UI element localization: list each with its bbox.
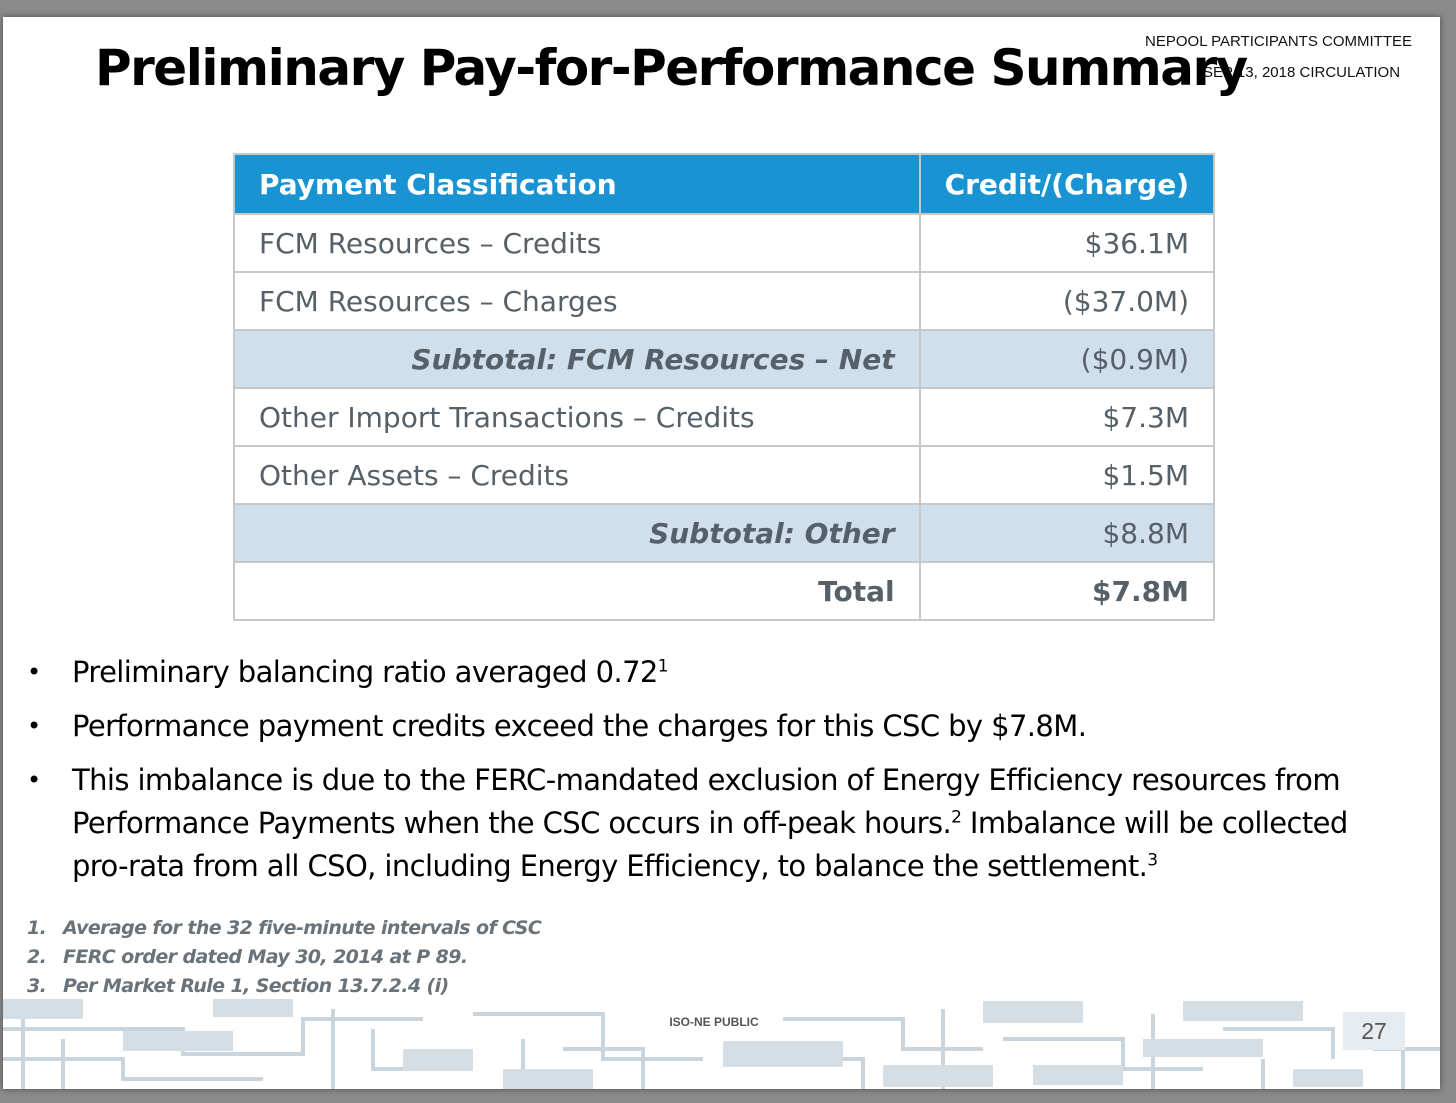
row-value: $1.5M (918, 445, 1216, 505)
row-label: Subtotal: FCM Resources – Net (233, 329, 921, 389)
table-row: Other Import Transactions – Credits $7.3… (233, 387, 1216, 447)
footnotes: 1. Average for the 32 five-minute interva… (27, 914, 542, 1001)
footnote-text: Average for the 32 five-minute intervals… (63, 917, 542, 939)
footnote-number: 1. (27, 917, 47, 939)
bullet-text: Preliminary balancing ratio averaged 0.7… (72, 655, 658, 689)
footnote-number: 2. (27, 946, 47, 968)
total-row: Total $7.8M (233, 561, 1216, 621)
slide-title: Preliminary Pay-for-Performance Summary (95, 39, 1248, 97)
row-value: $8.8M (918, 503, 1216, 563)
row-value: $7.3M (918, 387, 1216, 447)
bullet-list: • Preliminary balancing ratio averaged 0… (25, 651, 1405, 899)
table-row: FCM Resources – Charges ($37.0M) (233, 271, 1216, 331)
row-value: ($37.0M) (918, 271, 1216, 331)
header-circulation-line: SEP 13, 2018 CIRCULATION (1203, 64, 1401, 81)
page-number: 27 (1343, 1012, 1405, 1050)
footnote-ref: 1 (657, 656, 669, 677)
row-value: $36.1M (918, 213, 1216, 273)
row-label: Total (233, 561, 921, 621)
footnote-item: 2. FERC order dated May 30, 2014 at P 89. (27, 943, 541, 972)
row-label: Other Assets – Credits (233, 445, 921, 505)
table-row: FCM Resources – Credits $36.1M (233, 213, 1216, 273)
table-header-row: Payment Classification Credit/(Charge) (233, 153, 1216, 215)
header-org-line: NEPOOL PARTICIPANTS COMMITTEE (1145, 33, 1412, 50)
row-label: Other Import Transactions – Credits (233, 387, 921, 447)
footnote-item: 1. Average for the 32 five-minute interva… (27, 914, 542, 943)
row-value: ($0.9M) (918, 329, 1216, 389)
footnote-text: Per Market Rule 1, Section 13.7.2.4 (i) (63, 975, 449, 997)
bullet-text: Imbalance will be collected pro-rata fro… (72, 806, 1348, 883)
row-label: Subtotal: Other (233, 503, 921, 563)
bullet-icon: • (27, 658, 41, 686)
footnote-text: FERC order dated May 30, 2014 at P 89. (63, 946, 468, 968)
footnote-ref: 2 (951, 807, 962, 828)
circuit-footer-graphic (3, 999, 1440, 1089)
bullet-icon: • (27, 766, 41, 794)
bullet-item: • Preliminary balancing ratio averaged 0… (25, 651, 1405, 694)
summary-table: Payment Classification Credit/(Charge) F… (233, 153, 1216, 621)
bullet-icon: • (27, 712, 41, 740)
bullet-text: This imbalance is due to the FERC-mandat… (72, 763, 1341, 840)
column-header-classification: Payment Classification (233, 153, 921, 215)
header-info: NEPOOL PARTICIPANTS COMMITTEE SEP 13, 20… (1145, 26, 1412, 88)
footer-label: ISO-NE PUBLIC (651, 1011, 777, 1033)
subtotal-row: Subtotal: FCM Resources – Net ($0.9M) (233, 329, 1216, 389)
footnote-item: 3. Per Market Rule 1, Section 13.7.2.4 (i… (27, 972, 541, 1001)
subtotal-row: Subtotal: Other $8.8M (233, 503, 1216, 563)
row-value: $7.8M (918, 561, 1216, 621)
table-row: Other Assets – Credits $1.5M (233, 445, 1216, 505)
row-label: FCM Resources – Credits (233, 213, 921, 273)
slide: NEPOOL PARTICIPANTS COMMITTEE SEP 13, 20… (3, 17, 1440, 1089)
footnote-number: 3. (27, 975, 47, 997)
bullet-item: • This imbalance is due to the FERC-mand… (25, 759, 1405, 888)
bullet-item: • Performance payment credits exceed the… (25, 705, 1405, 748)
row-label: FCM Resources – Charges (233, 271, 921, 331)
bullet-text: Performance payment credits exceed the c… (72, 709, 1087, 743)
column-header-credit-charge: Credit/(Charge) (918, 153, 1216, 215)
footnote-ref: 3 (1147, 850, 1158, 871)
